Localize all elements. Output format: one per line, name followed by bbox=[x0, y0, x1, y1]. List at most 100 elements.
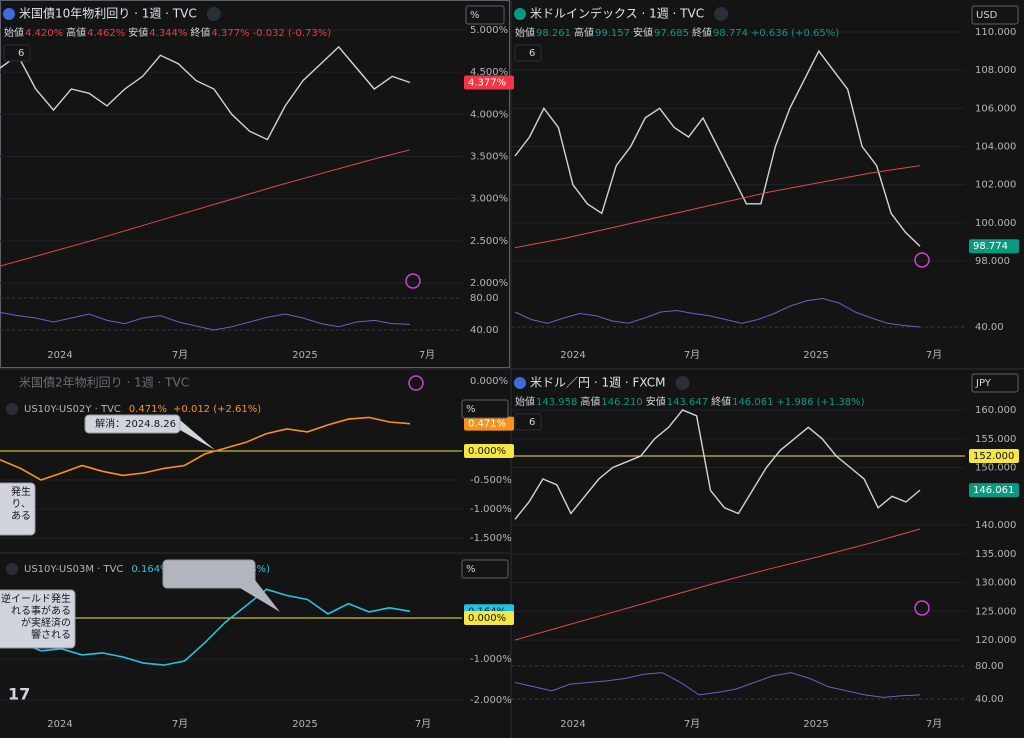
unit-button[interactable] bbox=[971, 373, 1019, 393]
event-icon[interactable] bbox=[405, 273, 421, 289]
price-tag bbox=[464, 611, 514, 625]
callout-text: が実経済の bbox=[21, 616, 71, 629]
x-tick-label: 7月 bbox=[415, 718, 431, 730]
unit-button[interactable] bbox=[971, 5, 1019, 25]
x-tick-label: 7月 bbox=[684, 718, 700, 730]
y-tick-label: 140.000 bbox=[975, 520, 1016, 531]
unit-button-label[interactable]: % bbox=[470, 10, 480, 21]
symbol-icon bbox=[514, 377, 526, 389]
ohlc-value: 146.210 bbox=[601, 397, 642, 408]
ohlc-label: 安値 bbox=[646, 395, 666, 408]
ohlc-label: 始値 bbox=[515, 395, 535, 408]
y-tick-label: 106.000 bbox=[975, 103, 1016, 114]
osc-tick-label: 40.00 bbox=[975, 322, 1004, 333]
indicator-toggle[interactable] bbox=[514, 413, 542, 431]
study-icon bbox=[6, 403, 18, 415]
x-tick-label: 2024 bbox=[47, 350, 72, 361]
ohlc-label: 安値 bbox=[633, 26, 653, 39]
price-line bbox=[514, 165, 921, 249]
price-tag-label: 152.000 bbox=[973, 451, 1014, 462]
callout-box bbox=[0, 589, 76, 649]
ohlc-label: 高値 bbox=[66, 26, 86, 39]
menu-button[interactable] bbox=[206, 7, 221, 21]
y-tick-label: 155.000 bbox=[975, 434, 1016, 445]
price-tag-label: 98.774 bbox=[973, 241, 1008, 252]
y-tick-label: 2.000% bbox=[470, 278, 508, 289]
ohlc-label: 高値 bbox=[574, 26, 594, 39]
menu-button[interactable] bbox=[714, 7, 729, 21]
price-tag-label: 0.000% bbox=[468, 613, 506, 624]
x-tick-label: 7月 bbox=[926, 718, 942, 730]
x-tick-label: 2024 bbox=[560, 350, 585, 361]
spread-line bbox=[0, 416, 411, 481]
y-tick-label: 150.000 bbox=[975, 463, 1016, 474]
callout-pointer bbox=[240, 580, 280, 612]
unit-button-label[interactable]: USD bbox=[976, 10, 998, 21]
callout-text: 響される bbox=[31, 628, 71, 641]
ohlc-label: 終値 bbox=[711, 395, 731, 408]
y-tick-label: 98.000 bbox=[975, 256, 1010, 267]
callout-box bbox=[162, 559, 256, 589]
x-tick-label: 2024 bbox=[47, 719, 72, 730]
oscillator-line bbox=[514, 297, 921, 328]
osc-tick-label: 40.00 bbox=[470, 325, 499, 336]
y-tick-label: 2.500% bbox=[470, 236, 508, 247]
price-line bbox=[514, 528, 921, 641]
event-icon[interactable] bbox=[914, 252, 930, 268]
ohlc-value: 4.420% bbox=[25, 28, 63, 39]
y-tick-label: 102.000 bbox=[975, 180, 1016, 191]
study-name: US10Y-US02Y · TVC bbox=[24, 404, 121, 415]
ohlc-value: 146.061 bbox=[732, 397, 773, 408]
top-axis-label: 0.000% bbox=[470, 376, 508, 387]
event-icon[interactable] bbox=[914, 600, 930, 616]
y-tick-label: 100.000 bbox=[975, 218, 1016, 229]
ohlc-value: 143.647 bbox=[667, 397, 708, 408]
x-tick-label: 2025 bbox=[292, 719, 317, 730]
callout-text: ある bbox=[11, 510, 31, 522]
oscillator-line bbox=[514, 672, 921, 698]
pane-title: 米国債10年物利回り · 1週 · TVC bbox=[19, 6, 197, 21]
y-tick-label: 5.000% bbox=[470, 25, 508, 36]
unit-button[interactable] bbox=[465, 5, 505, 25]
symbol-icon bbox=[3, 8, 15, 20]
ohlc-value: 98.774 bbox=[713, 28, 748, 39]
price-tag bbox=[464, 416, 514, 431]
ohlc-label: 始値 bbox=[515, 26, 535, 39]
unit-button[interactable] bbox=[461, 399, 509, 419]
unit-button-label[interactable]: % bbox=[466, 564, 476, 575]
indicator-count: 6 bbox=[529, 48, 535, 59]
ohlc-label: 始値 bbox=[4, 26, 24, 39]
price-tag bbox=[464, 75, 514, 90]
callout-text: 発生 bbox=[11, 485, 31, 498]
x-tick-label: 7月 bbox=[926, 349, 942, 361]
indicator-toggle[interactable] bbox=[514, 44, 542, 62]
change: +1.986 (+1.38%) bbox=[776, 397, 864, 408]
indicator-toggle[interactable] bbox=[3, 44, 31, 62]
change: +0.636 (+0.65%) bbox=[751, 28, 839, 39]
callout-text: れる事がある bbox=[11, 604, 71, 617]
study-change: +0.012 (+2.61%) bbox=[173, 404, 261, 415]
price-tag bbox=[969, 239, 1019, 254]
y-tick-label: 110.000 bbox=[975, 27, 1016, 38]
unit-button-label[interactable]: JPY bbox=[975, 378, 992, 389]
ohlc-value: 99.157 bbox=[595, 28, 630, 39]
menu-button[interactable] bbox=[675, 376, 690, 390]
osc-tick-label: 80.00 bbox=[470, 293, 499, 304]
symbol-icon bbox=[514, 8, 526, 20]
y-tick-label: -1.000% bbox=[470, 654, 512, 665]
event-icon[interactable] bbox=[408, 375, 424, 391]
pane-title: 米ドル／円 · 1週 · FXCM bbox=[530, 376, 666, 390]
y-tick-label: -2.000% bbox=[470, 695, 512, 706]
logo: 17 bbox=[8, 685, 30, 704]
y-tick-label: 4.000% bbox=[470, 109, 508, 120]
indicator-count: 6 bbox=[18, 48, 24, 59]
y-tick-label: 130.000 bbox=[975, 578, 1016, 589]
ohlc-value: 4.344% bbox=[149, 28, 187, 39]
unit-button[interactable] bbox=[461, 559, 509, 579]
x-tick-label: 7月 bbox=[172, 718, 188, 730]
unit-button-label[interactable]: % bbox=[466, 404, 476, 415]
ohlc-value: 4.462% bbox=[87, 28, 125, 39]
callout-pointer bbox=[180, 420, 215, 450]
